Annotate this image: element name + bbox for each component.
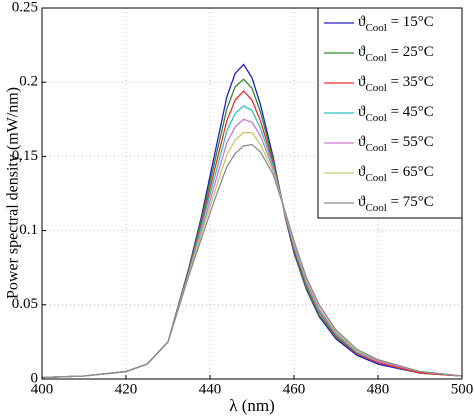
x-tick-label: 440 (199, 381, 222, 397)
y-tick-label: 0.05 (12, 296, 38, 312)
legend-label: ϑCool = 25°C (358, 44, 434, 63)
legend-label: ϑCool = 45°C (358, 104, 434, 123)
x-tick-label: 420 (115, 381, 138, 397)
x-axis-label: λ (nm) (229, 396, 275, 415)
x-tick-label: 500 (451, 381, 474, 397)
legend-label: ϑCool = 35°C (358, 74, 434, 93)
y-tick-label: 0 (31, 370, 39, 386)
x-tick-label: 460 (283, 381, 306, 397)
x-tick-label: 480 (367, 381, 390, 397)
legend-label: ϑCool = 65°C (358, 164, 434, 183)
x-tick-label: 400 (31, 381, 54, 397)
y-tick-label: 0.15 (12, 148, 38, 164)
legend-label: ϑCool = 15°C (358, 14, 434, 33)
y-tick-label: 0.1 (19, 222, 38, 238)
y-tick-label: 0.2 (19, 74, 38, 90)
series-line (41, 143, 463, 379)
y-tick-label: 0.25 (12, 0, 38, 15)
legend-label: ϑCool = 75°C (358, 194, 434, 213)
legend-label: ϑCool = 55°C (358, 134, 434, 153)
y-axis-label: Power spectral density (mW/nm) (5, 87, 22, 299)
